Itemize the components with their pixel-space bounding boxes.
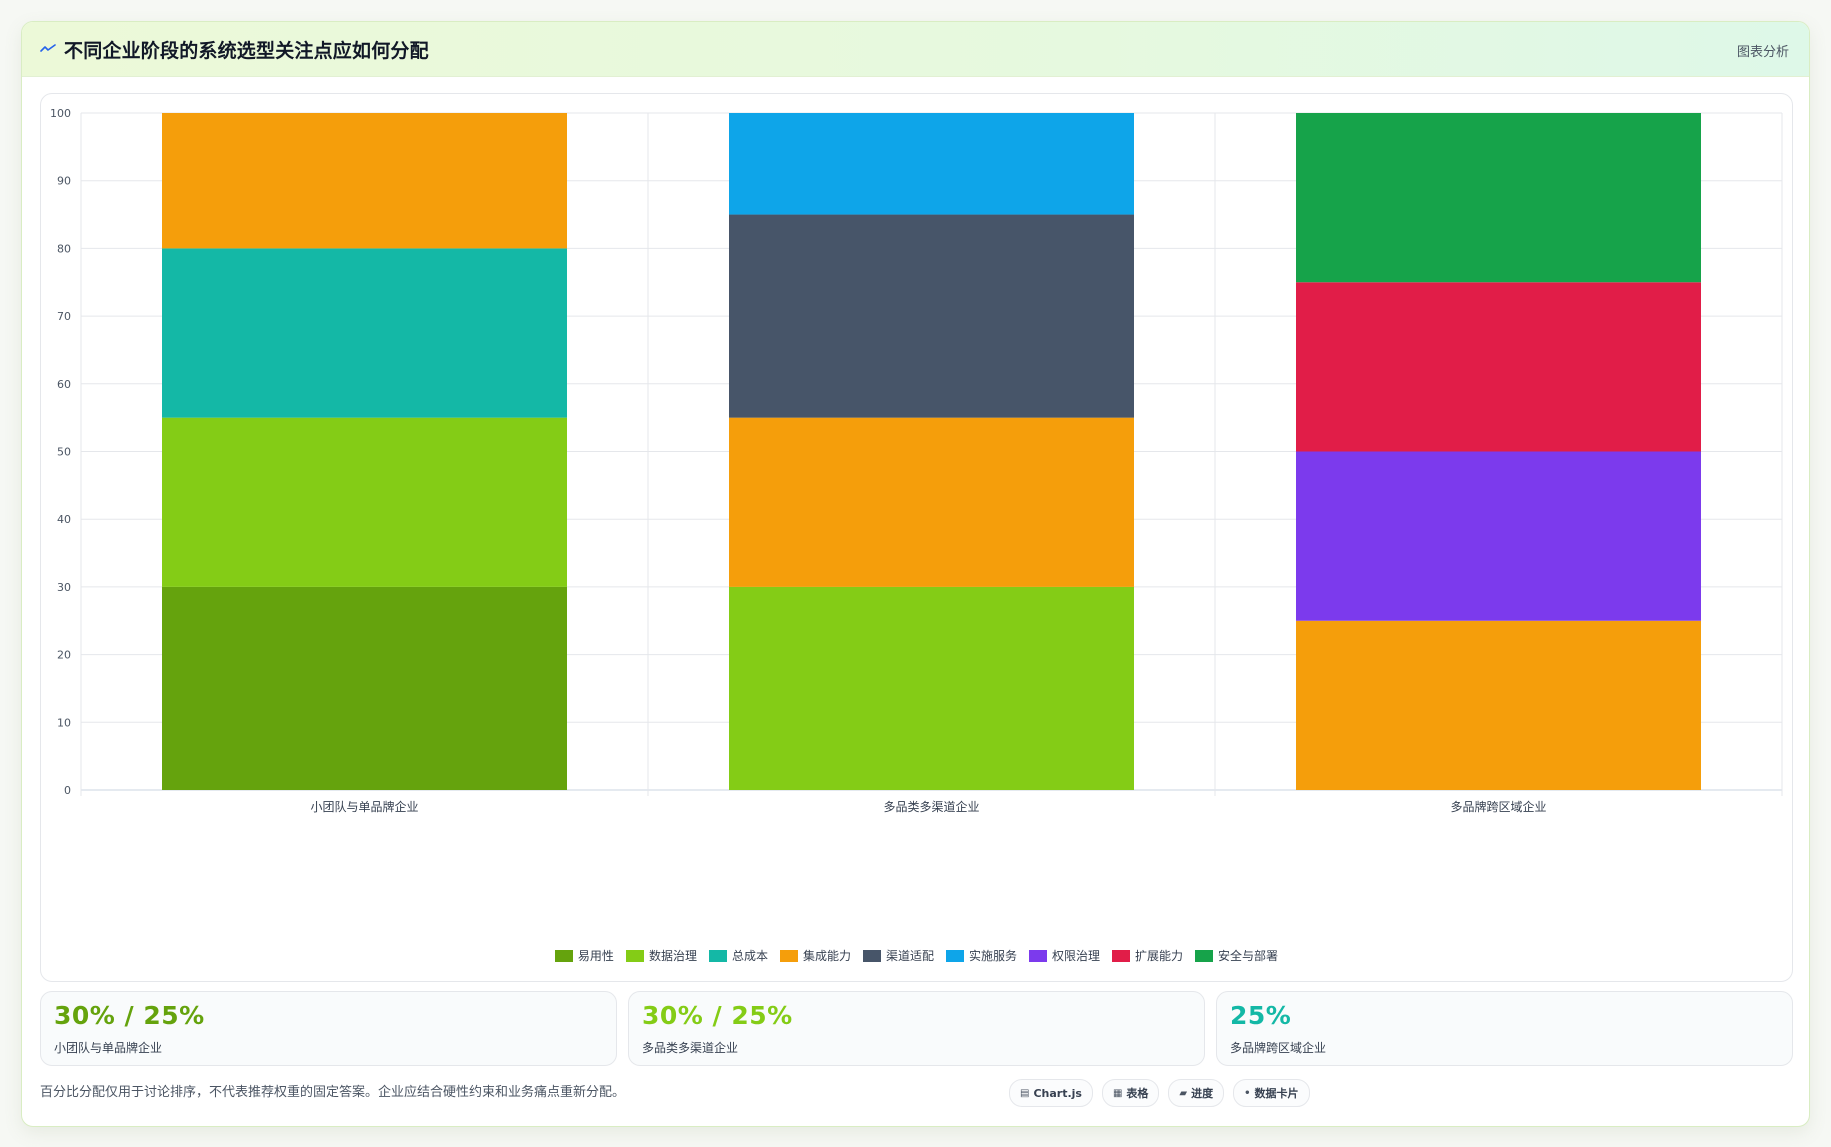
- page-title: 不同企业阶段的系统选型关注点应如何分配: [64, 40, 429, 62]
- x-tick-label: 多品牌跨区域企业: [1450, 799, 1546, 814]
- y-tick-label: 70: [57, 310, 71, 323]
- legend-label: 实施服务: [969, 949, 1018, 963]
- y-tick-label: 0: [64, 784, 71, 797]
- bar-segment: [729, 586, 1134, 790]
- y-tick-label: 10: [57, 716, 71, 729]
- bar-segment: [1296, 620, 1701, 790]
- x-tick-label: 小团队与单品牌企业: [310, 799, 418, 814]
- legend-label: 权限治理: [1052, 949, 1101, 963]
- legend-item[interactable]: 权限治理: [1029, 947, 1100, 964]
- tag-label: 数据卡片: [1254, 1087, 1299, 1100]
- y-tick-label: 60: [57, 378, 71, 391]
- legend-swatch: [1195, 949, 1214, 962]
- stat-card-multi-brand: 25% 多品牌跨区域企业: [1216, 991, 1793, 1066]
- y-tick-label: 40: [57, 513, 71, 526]
- bar-segment: [729, 113, 1134, 215]
- bar-segment: [1296, 113, 1701, 283]
- legend-label: 渠道适配: [885, 949, 934, 963]
- legend-swatch: [1112, 949, 1131, 962]
- legend-item[interactable]: 渠道适配: [862, 947, 934, 964]
- legend-label: 总成本: [731, 949, 768, 963]
- stat-label: 多品类多渠道企业: [642, 1041, 739, 1055]
- bar-segment: [1296, 282, 1701, 452]
- bar-segment: [1296, 451, 1701, 621]
- tag-progress[interactable]: ▰ 进度: [1168, 1079, 1225, 1107]
- legend-label: 易用性: [577, 949, 614, 963]
- tag-label: 表格: [1126, 1087, 1149, 1100]
- stat-label: 小团队与单品牌企业: [54, 1041, 163, 1055]
- bar-segment: [162, 113, 567, 249]
- legend-item[interactable]: 数据治理: [625, 947, 697, 964]
- y-tick-label: 80: [57, 242, 71, 255]
- stat-label: 多品牌跨区域企业: [1230, 1041, 1327, 1055]
- stat-value: 30% / 25%: [54, 1001, 205, 1030]
- bar-segment: [729, 417, 1134, 587]
- bar-segment: [162, 248, 567, 418]
- legend-item[interactable]: 扩展能力: [1112, 947, 1183, 964]
- tag-chartjs[interactable]: ▤ Chart.js: [1009, 1079, 1093, 1107]
- stat-card-small-team: 30% / 25% 小团队与单品牌企业: [40, 991, 617, 1066]
- tag-table[interactable]: ▦ 表格: [1101, 1079, 1160, 1107]
- legend-label: 集成能力: [802, 949, 851, 963]
- legend-swatch: [625, 949, 644, 962]
- legend-label: 数据治理: [648, 949, 697, 963]
- stat-card-multi-channel: 30% / 25% 多品类多渠道企业: [628, 991, 1205, 1066]
- stat-value: 25%: [1230, 1001, 1292, 1030]
- x-tick-label: 多品类多渠道企业: [883, 799, 979, 814]
- y-tick-label: 100: [50, 107, 71, 120]
- chart-panel: 不同企业阶段的系统选型关注点应如何分配 图表分析 0 10 20 30 40 50 60 70…: [21, 21, 1810, 1127]
- tag-label: Chart.js: [1033, 1086, 1082, 1100]
- legend-item[interactable]: 集成能力: [779, 947, 851, 964]
- footer-tags: ▤ Chart.js ▦ 表格 ▰ 进度 • 数据卡片: [1009, 1079, 1310, 1107]
- panel-header: 不同企业阶段的系统选型关注点应如何分配 图表分析: [22, 22, 1809, 77]
- chart-card: 0 10 20 30 40 50 60 70 80 90 100 小团队与单品牌企业 多品类多渠道企业 多…: [40, 93, 1793, 982]
- y-tick-label: 20: [57, 649, 71, 662]
- legend-swatch: [946, 949, 964, 962]
- tag-data-card[interactable]: • 数据卡片: [1233, 1079, 1310, 1107]
- stacked-bar-chart: 0 10 20 30 40 50 60 70 80 90 100 小团队与单品牌企业 多品类多渠道企业 多…: [50, 107, 1783, 814]
- legend-swatch: [862, 949, 881, 962]
- chart-icon: ▤: [1020, 1087, 1030, 1099]
- stat-value: 30% / 25%: [642, 1001, 793, 1030]
- table-icon: ▦: [1112, 1087, 1123, 1099]
- footer-note: 百分比分配仅用于讨论排序，不代表推荐权重的固定答案。企业应结合硬性约束和业务痛点…: [40, 1085, 626, 1100]
- legend-label: 安全与部署: [1218, 949, 1279, 963]
- legend-label: 扩展能力: [1135, 949, 1184, 963]
- legend-swatch: [554, 949, 573, 962]
- y-tick-label: 90: [57, 175, 71, 188]
- chart-analysis-link[interactable]: 图表分析: [1736, 45, 1789, 60]
- y-tick-label: 50: [57, 446, 71, 459]
- legend-item[interactable]: 实施服务: [946, 947, 1017, 964]
- bar-segment: [162, 417, 567, 587]
- legend-swatch: [779, 949, 798, 962]
- legend-item[interactable]: 安全与部署: [1195, 947, 1278, 964]
- bar-segment: [729, 214, 1134, 418]
- chart-legend: 易用性 数据治理 总成本 集成能力 渠道适配 实施服务 权限治理 扩展能力 安全与部署: [41, 947, 1792, 964]
- bar-segment: [162, 586, 567, 790]
- legend-item[interactable]: 易用性: [554, 947, 614, 964]
- progress-icon: ▰: [1179, 1087, 1188, 1099]
- trend-line-icon: [40, 44, 56, 52]
- y-tick-label: 30: [57, 581, 71, 594]
- legend-item[interactable]: 总成本: [708, 947, 768, 964]
- legend-swatch: [708, 949, 727, 962]
- dot-icon: •: [1244, 1087, 1251, 1099]
- legend-swatch: [1029, 949, 1048, 962]
- tag-label: 进度: [1191, 1087, 1214, 1100]
